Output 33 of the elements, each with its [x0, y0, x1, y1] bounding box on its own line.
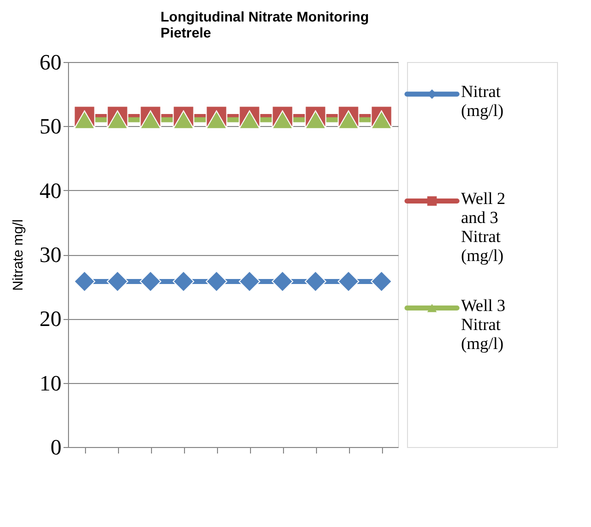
point [172, 110, 194, 130]
y-tick-label: 0 [50, 434, 62, 460]
point [172, 270, 194, 292]
y-tick-label: 20 [40, 306, 62, 332]
point [338, 110, 360, 130]
point [238, 110, 260, 130]
point [338, 270, 360, 292]
point [140, 270, 162, 292]
y-axis-title: Nitrate mg/l [10, 219, 26, 291]
point [74, 110, 96, 130]
text: Pietrele [160, 24, 212, 40]
point [206, 270, 228, 292]
y-tick-label: 10 [40, 370, 62, 396]
point [140, 110, 162, 130]
legend-label: Well 3 Nitrat (mg/l) [461, 296, 506, 353]
y-tick-label: 60 [40, 50, 62, 74]
point [272, 110, 294, 130]
point [370, 110, 392, 130]
point [238, 270, 260, 292]
y-tick-label: 30 [40, 242, 62, 267]
point [106, 270, 128, 292]
point [370, 270, 392, 292]
point [206, 110, 228, 130]
legend-label: Nitrat (mg/l) [461, 82, 504, 120]
text: Longitudinal Nitrate Monitoring [160, 8, 369, 24]
legend-label: Well 2 and 3 Nitrat (mg/l) [461, 189, 506, 266]
point [304, 110, 326, 130]
point [304, 270, 326, 292]
y-tick-label: 40 [40, 178, 62, 203]
point [106, 110, 128, 130]
point [74, 270, 96, 292]
point [272, 270, 294, 292]
y-tick-label: 50 [40, 114, 62, 139]
